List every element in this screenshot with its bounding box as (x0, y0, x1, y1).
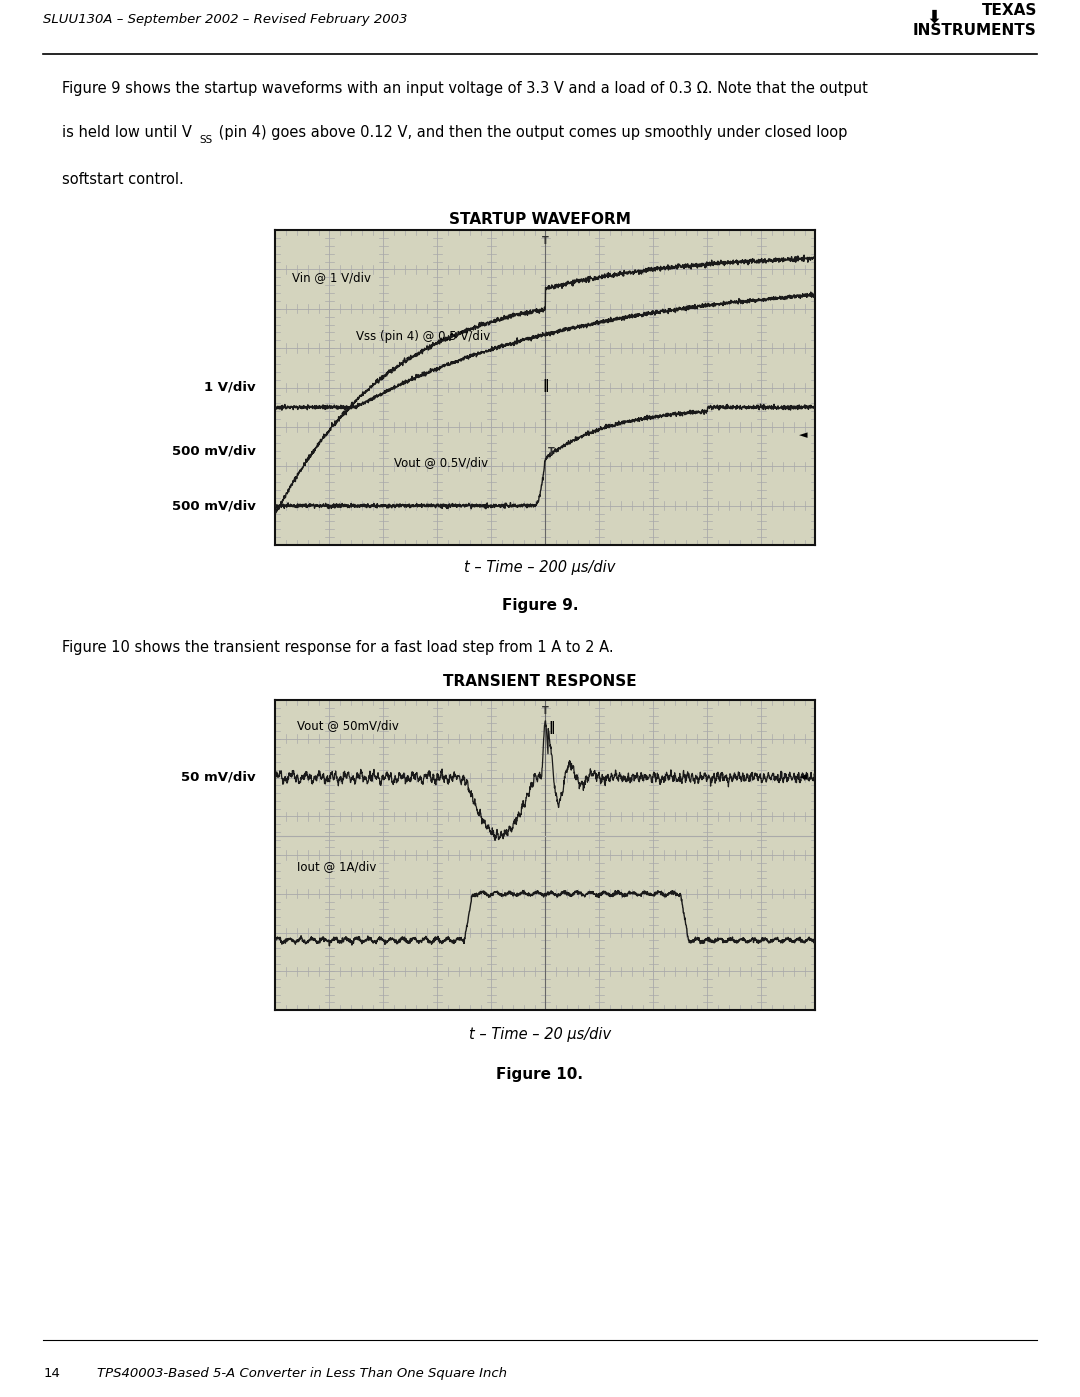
Text: TPS40003-Based 5-A Converter in Less Than One Square Inch: TPS40003-Based 5-A Converter in Less Tha… (97, 1368, 508, 1380)
Text: SLUU130A – September 2002 – Revised February 2003: SLUU130A – September 2002 – Revised Febr… (43, 13, 407, 25)
Text: 14: 14 (43, 1368, 60, 1380)
Text: t – Time – 20 μs/div: t – Time – 20 μs/div (469, 1027, 611, 1042)
Text: ◄: ◄ (799, 773, 807, 782)
Text: Figure 10 shows the transient response for a fast load step from 1 A to 2 A.: Figure 10 shows the transient response f… (62, 640, 613, 655)
Text: Vss (pin 4) @ 0.5 V/div: Vss (pin 4) @ 0.5 V/div (356, 330, 490, 342)
Text: t – Time – 200 μs/div: t – Time – 200 μs/div (464, 560, 616, 576)
Text: INSTRUMENTS: INSTRUMENTS (913, 22, 1037, 38)
Text: softstart control.: softstart control. (62, 172, 184, 187)
Text: 50 mV/div: 50 mV/div (181, 771, 256, 784)
Text: ‖: ‖ (542, 379, 549, 393)
Text: SS: SS (200, 136, 213, 145)
Text: Vout @ 50mV/div: Vout @ 50mV/div (297, 718, 399, 732)
Text: (pin 4) goes above 0.12 V, and then the output comes up smoothly under closed lo: (pin 4) goes above 0.12 V, and then the … (214, 124, 847, 140)
Text: Iout @ 1A/div: Iout @ 1A/div (297, 861, 376, 873)
Text: ⬇: ⬇ (927, 8, 942, 27)
Text: Vin @ 1 V/div: Vin @ 1 V/div (292, 271, 370, 284)
Text: ‖: ‖ (548, 721, 554, 733)
Text: Figure 9 shows the startup waveforms with an input voltage of 3.3 V and a load o: Figure 9 shows the startup waveforms wit… (62, 81, 867, 96)
Text: Vout @ 0.5V/div: Vout @ 0.5V/div (394, 455, 488, 469)
Text: TRANSIENT RESPONSE: TRANSIENT RESPONSE (443, 673, 637, 689)
Text: Figure 10.: Figure 10. (497, 1067, 583, 1083)
Text: ◄: ◄ (799, 430, 807, 440)
Text: T: T (548, 447, 555, 457)
Text: 500 mV/div: 500 mV/div (172, 499, 256, 513)
Text: T: T (542, 236, 549, 246)
Text: Figure 9.: Figure 9. (502, 598, 578, 612)
Text: is held low until V: is held low until V (62, 124, 191, 140)
Text: 500 mV/div: 500 mV/div (172, 444, 256, 457)
Text: TEXAS: TEXAS (982, 3, 1037, 18)
Text: 1 V/div: 1 V/div (204, 381, 256, 394)
Text: T: T (542, 705, 549, 715)
Text: STARTUP WAVEFORM: STARTUP WAVEFORM (449, 212, 631, 228)
